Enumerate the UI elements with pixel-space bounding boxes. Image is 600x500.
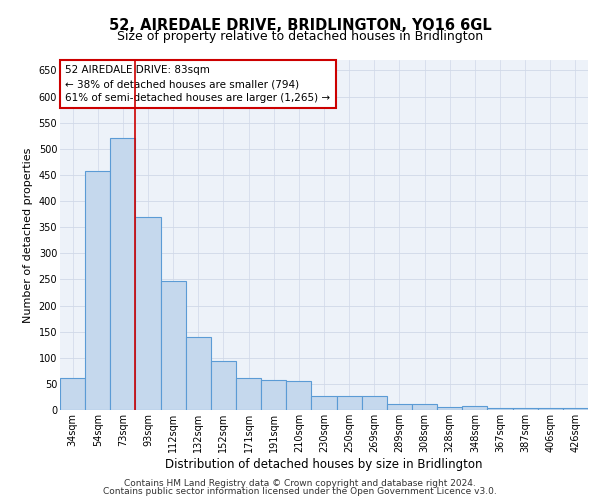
Text: Contains HM Land Registry data © Crown copyright and database right 2024.: Contains HM Land Registry data © Crown c… (124, 478, 476, 488)
Bar (60, 378, 85, 410)
Text: 52, AIREDALE DRIVE, BRIDLINGTON, YO16 6GL: 52, AIREDALE DRIVE, BRIDLINGTON, YO16 6G… (109, 18, 491, 32)
Bar (261, 380, 286, 410)
Bar (437, 407, 462, 410)
Bar (512, 408, 538, 410)
Bar (362, 396, 387, 410)
Bar (161, 281, 186, 410)
Bar (538, 408, 563, 410)
Bar (211, 362, 236, 410)
Y-axis label: Number of detached properties: Number of detached properties (23, 148, 33, 322)
Bar (236, 378, 261, 410)
Bar (563, 408, 588, 410)
Bar (412, 404, 437, 410)
Bar (286, 382, 311, 410)
Text: Contains public sector information licensed under the Open Government Licence v3: Contains public sector information licen… (103, 487, 497, 496)
Bar (337, 396, 362, 410)
Bar (311, 396, 337, 410)
Bar (387, 404, 412, 410)
X-axis label: Distribution of detached houses by size in Bridlington: Distribution of detached houses by size … (165, 458, 483, 470)
Bar (186, 337, 211, 410)
Bar (85, 172, 110, 410)
Text: Size of property relative to detached houses in Bridlington: Size of property relative to detached ho… (117, 30, 483, 43)
Text: 52 AIREDALE DRIVE: 83sqm
← 38% of detached houses are smaller (794)
61% of semi-: 52 AIREDALE DRIVE: 83sqm ← 38% of detach… (65, 66, 331, 104)
Bar (487, 408, 512, 410)
Bar (136, 216, 161, 410)
Bar (462, 406, 487, 410)
Bar (110, 138, 136, 410)
